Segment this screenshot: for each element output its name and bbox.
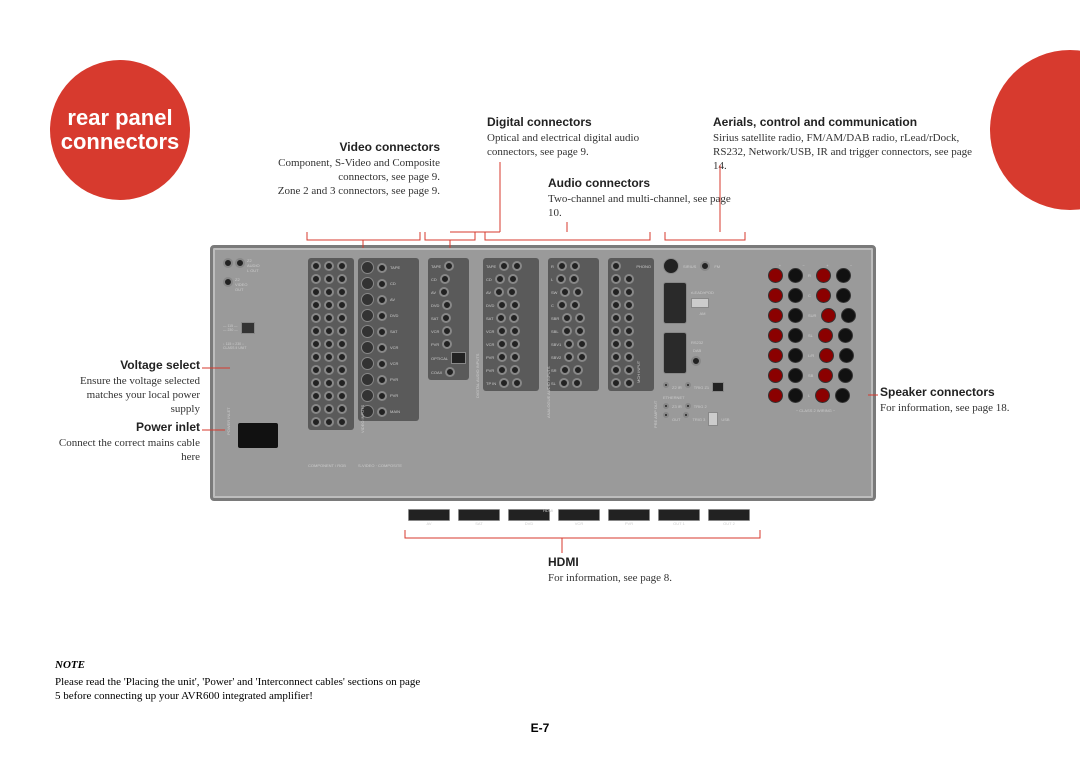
note-block: NOTE Please read the 'Placing the unit',… — [55, 658, 425, 703]
callout-hdmi-h: HDMI — [548, 555, 748, 569]
callout-aerials: Aerials, control and communication Siriu… — [713, 115, 973, 173]
callout-audio: Audio connectors Two-channel and multi-c… — [548, 176, 738, 220]
language-tab — [990, 50, 1080, 210]
callout-voltage-h: Voltage select — [55, 358, 200, 372]
callout-digital: Digital connectors Optical and electrica… — [487, 115, 677, 159]
mch-pre: PHONO — [608, 258, 654, 391]
callout-power-d: Connect the correct mains cable here — [55, 436, 200, 464]
callout-video-d: Component, S-Video and Composite connect… — [250, 156, 440, 198]
rear-panel-diagram: Z2 AUDIO L OUT Z2 VIDEO OUT — 115 — — 23… — [210, 245, 876, 501]
callout-speaker: Speaker connectors For information, see … — [880, 385, 1050, 415]
language-tab-label: English — [1070, 118, 1080, 176]
callout-hdmi: HDMI For information, see page 8. — [548, 555, 748, 585]
comm-group: SIRIUSFM rLEAD/rPODAM RS232DAB Z2 IR TRI… — [663, 258, 748, 426]
analogue-io: R L SW C SBR SBL SBV1 SBV2 SR SL — [548, 258, 599, 391]
callout-power: Power inlet Connect the correct mains ca… — [55, 420, 200, 464]
digital-group: TAPE CD AV DVD SAT VCR PVR OPTICAL COAX — [428, 258, 469, 380]
manual-page: rear panelconnectors English Video conne… — [0, 0, 1080, 763]
callout-audio-d: Two-channel and multi-channel, see page … — [548, 192, 738, 220]
callout-digital-d: Optical and electrical digital audio con… — [487, 131, 677, 159]
callout-video: Video connectors Component, S-Video and … — [250, 140, 440, 198]
power-inlet — [238, 423, 278, 448]
title-badge: rear panelconnectors — [50, 60, 190, 200]
callout-hdmi-d: For information, see page 8. — [548, 571, 748, 585]
analogue-group: TAPE CD AV DVD SAT VCR VCR PVR PVR TP IN — [483, 258, 539, 391]
callout-aerials-h: Aerials, control and communication — [713, 115, 973, 129]
page-number: E-7 — [0, 721, 1080, 735]
badge-l2: connectors — [61, 129, 180, 154]
callout-power-h: Power inlet — [55, 420, 200, 434]
badge-l1: rear panel — [67, 105, 172, 130]
callout-voltage-d: Ensure the voltage selected matches your… — [55, 374, 200, 416]
svideo-group: TAPE CD AV DVD SAT VCR VCR PVR PVR MAIN — [358, 258, 419, 421]
callout-voltage: Voltage select Ensure the voltage select… — [55, 358, 200, 416]
note-heading: NOTE — [55, 658, 425, 672]
callout-speaker-d: For information, see page 18. — [880, 401, 1050, 415]
left-bay: Z2 AUDIO L OUT Z2 VIDEO OUT — 115 — — 23… — [223, 258, 303, 468]
callout-audio-h: Audio connectors — [548, 176, 738, 190]
speaker-group: +−+− R C SUR SL L/R SB L ~ CLASS 2 WIRIN… — [768, 263, 863, 413]
hdmi-row: AV SAT DVD VCR PVR OUT 1 OUT 2 — [408, 509, 750, 526]
component-group — [308, 258, 354, 430]
note-text: Please read the 'Placing the unit', 'Pow… — [55, 675, 425, 703]
callout-speaker-h: Speaker connectors — [880, 385, 1050, 399]
callout-aerials-d: Sirius satellite radio, FM/AM/DAB radio,… — [713, 131, 973, 173]
callout-video-h: Video connectors — [250, 140, 440, 154]
callout-digital-h: Digital connectors — [487, 115, 677, 129]
